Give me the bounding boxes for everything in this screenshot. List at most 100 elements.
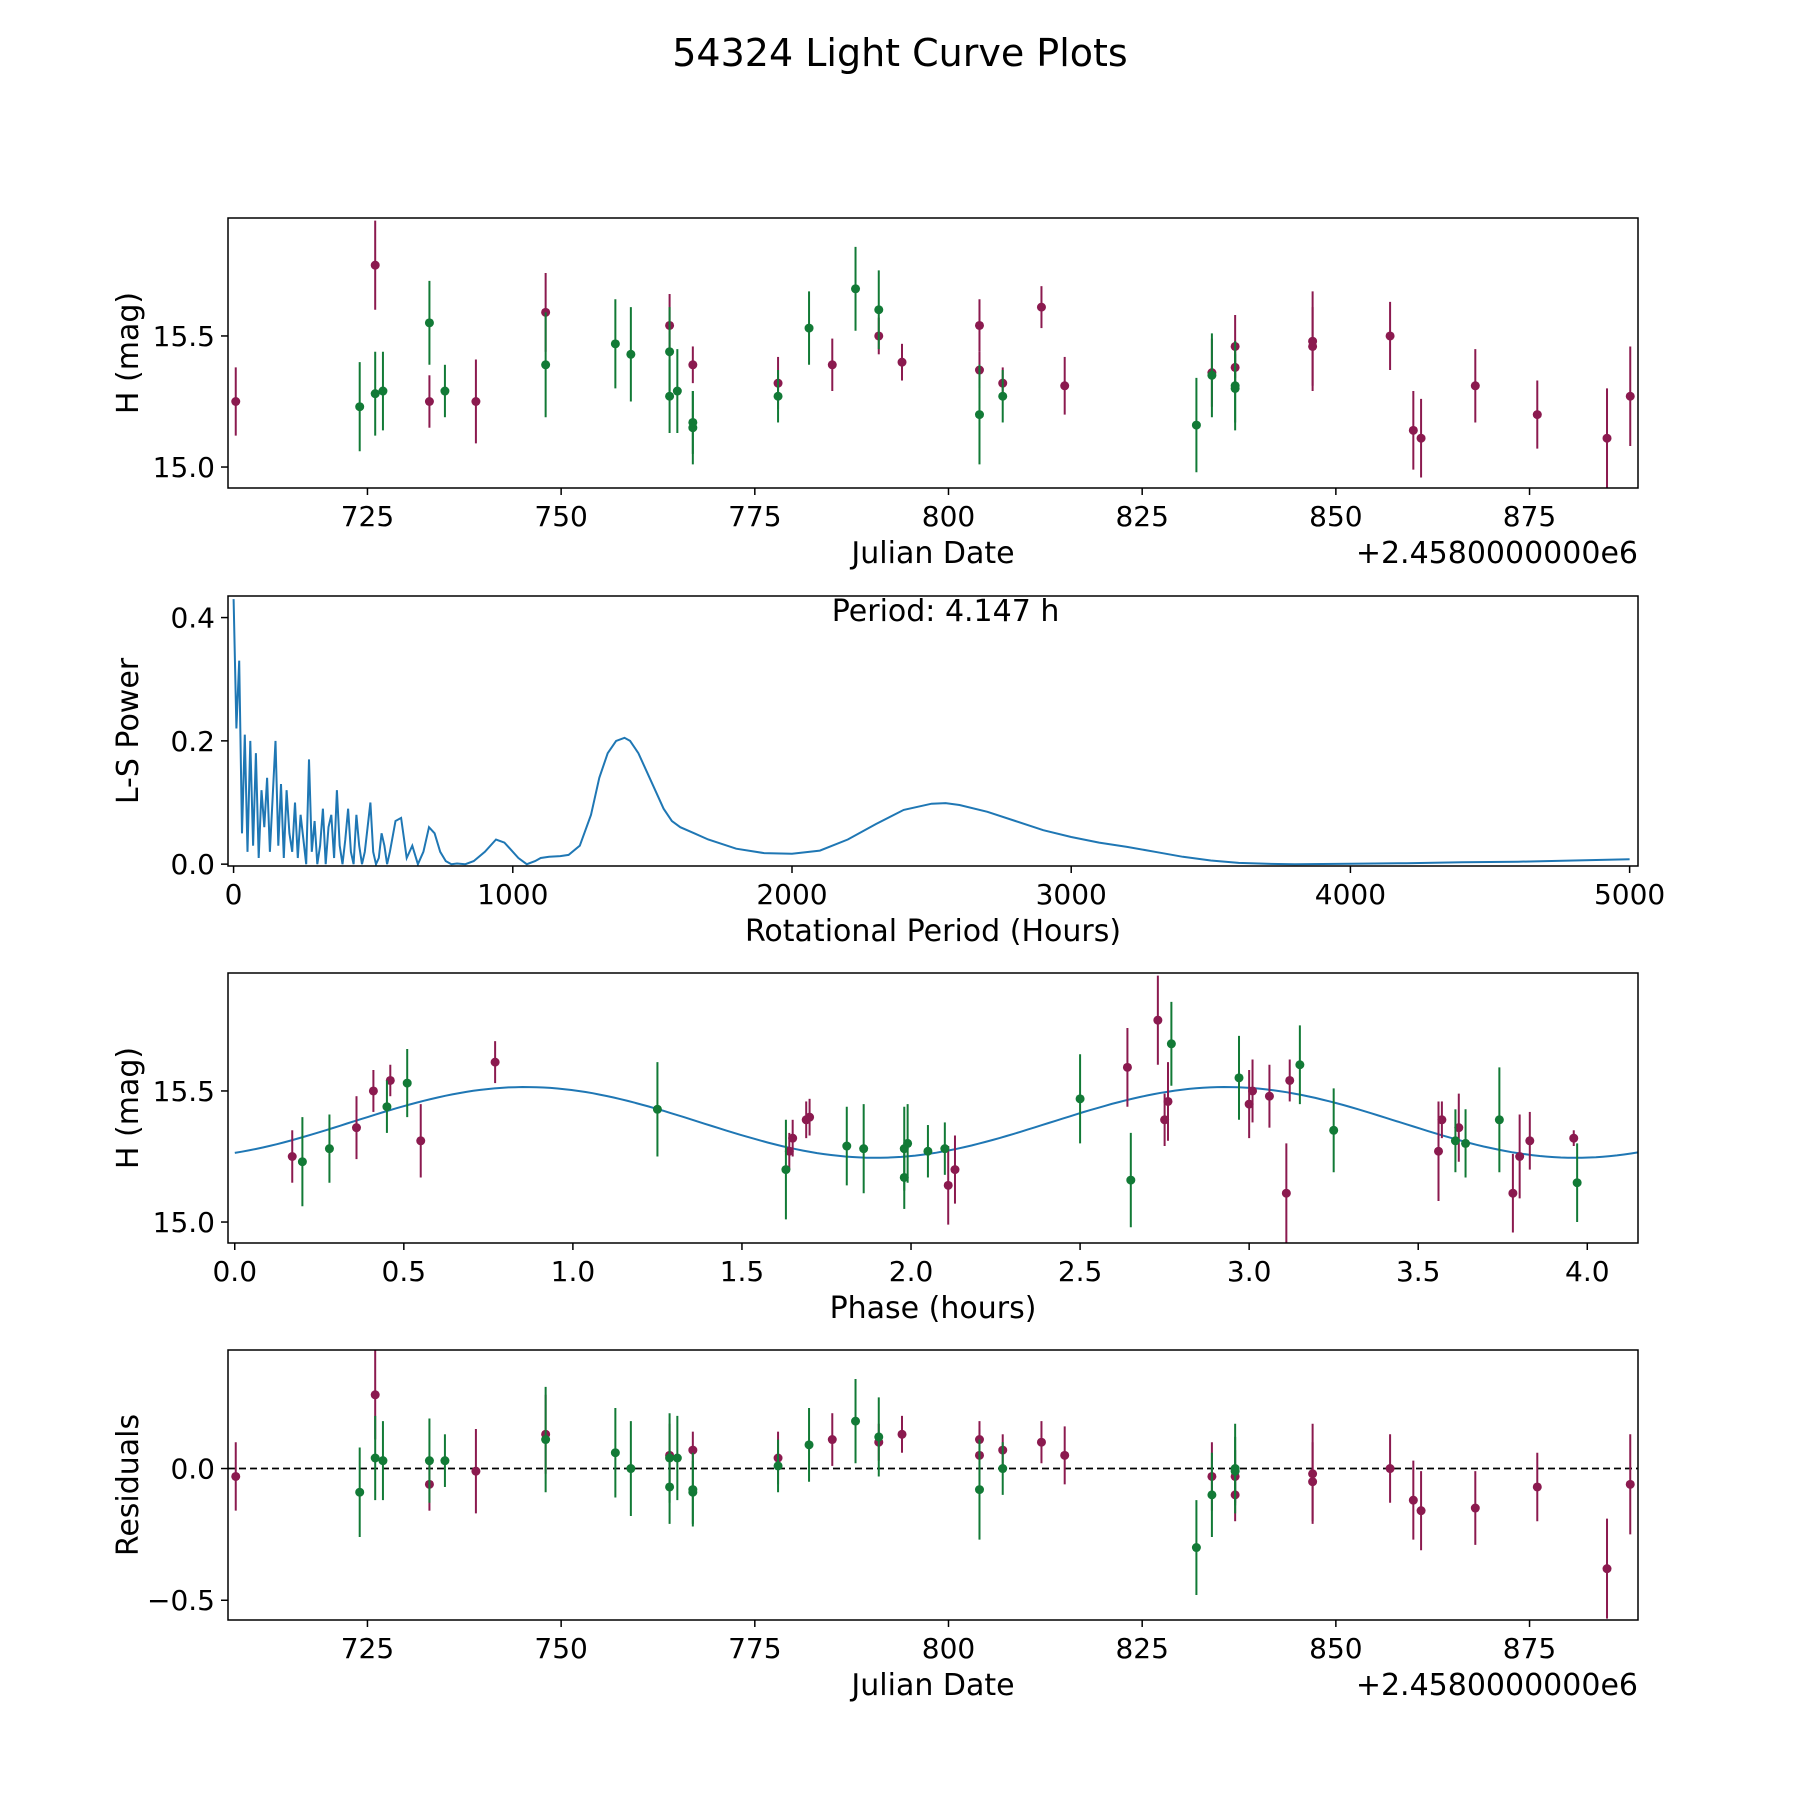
data-point-green xyxy=(541,360,551,370)
axes-frame xyxy=(227,217,1639,489)
data-point-green xyxy=(1230,383,1240,393)
data-point-green xyxy=(626,349,636,359)
data-point-purple xyxy=(897,357,907,367)
plot-area xyxy=(232,599,1630,866)
data-point-purple xyxy=(351,1123,361,1133)
data-point-green xyxy=(297,1157,307,1167)
data-point-purple xyxy=(1281,1188,1291,1198)
x-tick-label: 3.0 xyxy=(1227,1255,1272,1288)
y-tick-label: 0.0 xyxy=(170,1453,215,1486)
data-point-green xyxy=(1234,1073,1244,1083)
data-point-green xyxy=(1207,1490,1217,1500)
x-tick-label: 825 xyxy=(1115,500,1168,533)
plot-area xyxy=(234,975,1638,1243)
axes-frame xyxy=(227,972,1639,1244)
data-point-green xyxy=(382,1102,392,1112)
data-point-purple xyxy=(1625,391,1635,401)
data-point-green xyxy=(1450,1136,1460,1146)
panel-periodogram: 0 1000 2000 3000 4000 5000 0.0 0.2 0.4 Rotational… xyxy=(111,594,1665,949)
x-offset-label: +2.4580000000e6 xyxy=(1356,536,1638,571)
data-point-purple xyxy=(370,260,380,270)
x-tick-label: 2.5 xyxy=(1058,1255,1103,1288)
data-point-purple xyxy=(1308,1477,1318,1487)
data-point-green xyxy=(324,1144,334,1154)
data-point-green xyxy=(424,1456,434,1466)
data-point-purple xyxy=(827,1435,837,1445)
data-point-green xyxy=(672,1453,682,1463)
data-point-purple xyxy=(370,1390,380,1400)
data-point-green xyxy=(541,1435,551,1445)
data-point-purple xyxy=(1434,1146,1444,1156)
data-point-purple xyxy=(1515,1151,1525,1161)
data-point-green xyxy=(402,1078,412,1088)
data-point-green xyxy=(781,1165,791,1175)
y-tick-label: 0.2 xyxy=(170,725,215,758)
data-point-green xyxy=(859,1144,869,1154)
data-point-purple xyxy=(1248,1086,1258,1096)
plot-area xyxy=(231,220,1635,488)
data-point-green xyxy=(378,1456,388,1466)
data-point-green xyxy=(1230,1466,1240,1476)
y-axis-label: H (mag) xyxy=(111,1047,146,1169)
data-point-purple xyxy=(1385,331,1395,341)
x-offset-label: +2.4580000000e6 xyxy=(1356,1668,1638,1703)
x-tick-label: 0 xyxy=(225,878,243,911)
x-tick-label: 725 xyxy=(341,1632,394,1665)
data-point-purple xyxy=(688,1445,698,1455)
data-point-purple xyxy=(1060,1450,1070,1460)
data-point-green xyxy=(1191,1543,1201,1553)
data-point-purple xyxy=(1470,1503,1480,1513)
data-point-green xyxy=(355,402,365,412)
data-point-purple xyxy=(1308,341,1318,351)
data-point-green xyxy=(998,1464,1008,1474)
data-point-purple xyxy=(231,396,241,406)
data-point-green xyxy=(851,284,861,294)
data-point-green xyxy=(1166,1039,1176,1049)
axes-frame xyxy=(227,1349,1639,1621)
data-point-green xyxy=(610,339,620,349)
x-tick-label: 775 xyxy=(728,500,781,533)
x-tick-label: 2000 xyxy=(756,878,827,911)
data-point-purple xyxy=(1153,1015,1163,1025)
data-point-green xyxy=(1207,370,1217,380)
data-point-purple xyxy=(1437,1115,1447,1125)
periodogram-line xyxy=(232,599,1630,866)
data-point-green xyxy=(773,391,783,401)
data-point-purple xyxy=(1122,1062,1132,1072)
data-point-green xyxy=(672,386,682,396)
y-tick-label: −0.5 xyxy=(147,1584,215,1617)
data-point-purple xyxy=(1454,1123,1464,1133)
x-tick-label: 4.0 xyxy=(1565,1255,1610,1288)
data-point-purple xyxy=(1470,381,1480,391)
data-point-green xyxy=(665,347,675,357)
data-point-green xyxy=(1191,420,1201,430)
data-point-purple xyxy=(1408,425,1418,435)
data-point-purple xyxy=(1060,381,1070,391)
data-point-purple xyxy=(1532,410,1542,420)
data-point-purple xyxy=(897,1429,907,1439)
data-point-green xyxy=(424,318,434,328)
data-point-purple xyxy=(1408,1495,1418,1505)
data-point-purple xyxy=(490,1057,500,1067)
x-tick-label: 5000 xyxy=(1594,878,1665,911)
data-point-green xyxy=(974,410,984,420)
data-point-green xyxy=(773,1461,783,1471)
data-point-green xyxy=(842,1141,852,1151)
data-point-purple xyxy=(1569,1133,1579,1143)
data-point-purple xyxy=(1160,1115,1170,1125)
data-point-green xyxy=(1126,1175,1136,1185)
data-point-purple xyxy=(416,1136,426,1146)
data-point-green xyxy=(652,1104,662,1114)
data-point-purple xyxy=(827,360,837,370)
x-axis-label: Julian Date xyxy=(849,1668,1014,1703)
panel-light-curve: 725 750 775 800 825 850 875 15.0 15.5 Julian Date… xyxy=(111,217,1639,571)
x-tick-label: 2.0 xyxy=(889,1255,934,1288)
data-point-green xyxy=(355,1487,365,1497)
data-point-purple xyxy=(471,396,481,406)
data-point-green xyxy=(665,391,675,401)
data-point-green xyxy=(874,1432,884,1442)
data-point-purple xyxy=(1385,1464,1395,1474)
data-point-green xyxy=(626,1464,636,1474)
x-tick-label: 800 xyxy=(922,500,975,533)
